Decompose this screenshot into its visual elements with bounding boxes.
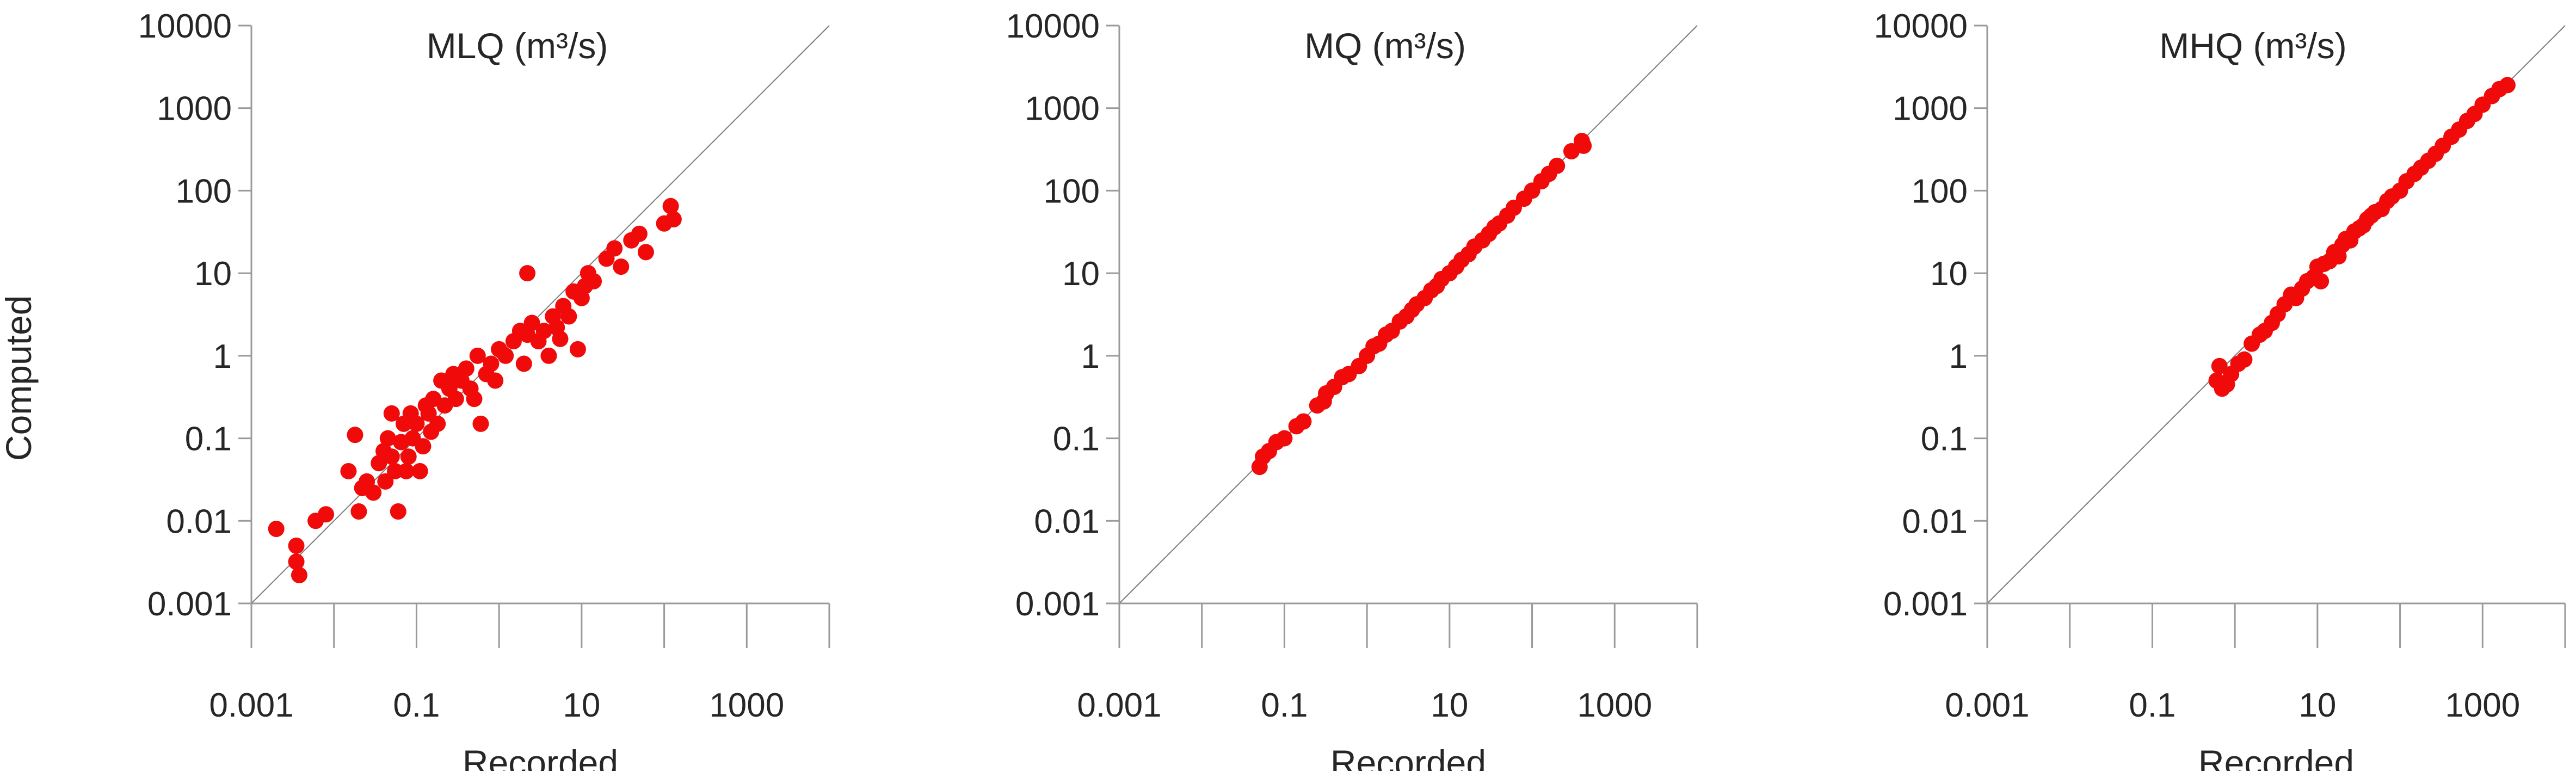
data-point	[487, 372, 504, 389]
y-tick-label-0-01: 0.01	[1034, 503, 1100, 540]
data-point	[483, 355, 500, 372]
data-point	[365, 484, 382, 501]
y-tick-label-0-01: 0.01	[1902, 503, 1968, 540]
x-tick-label-0-001: 0.001	[1077, 687, 1161, 724]
y-tick-label-0-001: 0.001	[1015, 585, 1100, 623]
data-point	[288, 537, 305, 554]
data-point	[2499, 77, 2516, 94]
x-tick-label-1000: 1000	[1577, 687, 1652, 724]
y-tick-label-1000: 1000	[157, 90, 232, 128]
data-point	[631, 225, 648, 242]
x-axis-title: Recorded	[1330, 743, 1486, 771]
data-point	[2236, 351, 2253, 368]
data-point	[1276, 430, 1293, 447]
data-point	[347, 427, 363, 443]
x-axis-title: Recorded	[2198, 743, 2354, 771]
data-point	[268, 520, 285, 537]
y-tick-label-100: 100	[1044, 172, 1100, 210]
data-point	[383, 448, 400, 465]
data-point	[291, 567, 307, 584]
x-tick-label-1000: 1000	[2445, 687, 2520, 724]
data-point	[398, 462, 415, 479]
data-point	[560, 308, 577, 325]
y-tick-label-0-01: 0.01	[166, 503, 232, 540]
data-point	[1295, 413, 1312, 430]
y-tick-label-100: 100	[176, 172, 232, 210]
y-tick-label-0-1: 0.1	[185, 421, 232, 458]
x-tick-label-0-001: 0.001	[1945, 687, 2029, 724]
chart-title: MHQ (m³/s)	[2159, 26, 2347, 66]
data-point	[2211, 357, 2228, 374]
y-tick-label-0-001: 0.001	[147, 585, 232, 623]
data-point	[340, 462, 357, 479]
data-point	[318, 506, 335, 523]
x-tick-label-10: 10	[2298, 687, 2336, 724]
data-point	[390, 503, 406, 520]
data-point	[350, 503, 367, 520]
data-point	[637, 244, 654, 261]
y-tick-label-10: 10	[194, 255, 232, 293]
data-point	[400, 448, 417, 465]
data-point	[383, 405, 400, 422]
data-point	[497, 347, 514, 364]
data-point	[586, 273, 602, 289]
data-point	[379, 430, 396, 447]
y-tick-label-0-001: 0.001	[1883, 585, 1968, 623]
x-tick-label-0-1: 0.1	[2129, 687, 2176, 724]
data-point	[540, 347, 557, 364]
y-tick-label-1: 1	[213, 338, 232, 375]
y-tick-label-10000: 10000	[138, 8, 232, 45]
x-tick-label-0-001: 0.001	[209, 687, 293, 724]
chart-panel-mhq: 0.001 0.01 0.1 1 10 100 1000 10000 0.001 0.1 10 100…	[1874, 8, 2566, 771]
chart-title: MQ (m³/s)	[1304, 26, 1466, 66]
data-point	[472, 415, 489, 432]
y-tick-label-0-1: 0.1	[1053, 421, 1100, 458]
data-point	[288, 553, 305, 570]
data-point	[662, 198, 679, 214]
data-point	[569, 341, 586, 357]
data-point	[665, 211, 682, 228]
data-point	[515, 355, 532, 372]
data-point	[552, 330, 569, 347]
data-point	[1549, 157, 1566, 174]
chart-title: MLQ (m³/s)	[427, 26, 608, 66]
chart-panel-mlq: 0.001 0.01 0.1 1 10 100 1000 10000 0.001 0.1 10 100…	[0, 8, 830, 771]
data-point	[2313, 273, 2330, 289]
data-point	[466, 391, 483, 408]
data-point	[447, 391, 464, 408]
y-tick-label-10: 10	[1062, 255, 1100, 293]
y-tick-label-0-1: 0.1	[1921, 421, 1968, 458]
y-tick-label-100: 100	[1912, 172, 1968, 210]
data-point	[415, 438, 432, 455]
y-axis-title: Computed	[0, 295, 39, 461]
data-point	[613, 258, 630, 275]
x-tick-label-0-1: 0.1	[393, 687, 440, 724]
x-tick-label-10: 10	[563, 687, 600, 724]
data-point	[411, 462, 428, 479]
data-point	[1575, 137, 1592, 154]
data-point	[519, 265, 536, 282]
data-point	[606, 240, 623, 257]
y-tick-label-10: 10	[1930, 255, 1968, 293]
y-tick-label-10000: 10000	[1006, 8, 1100, 45]
x-tick-label-0-1: 0.1	[1261, 687, 1308, 724]
data-point	[523, 314, 540, 331]
x-tick-label-1000: 1000	[709, 687, 784, 724]
y-tick-label-10000: 10000	[1874, 8, 1968, 45]
reference-line-1-to-1	[251, 25, 830, 604]
data-point	[429, 415, 446, 432]
chart-panel-mq: 0.001 0.01 0.1 1 10 100 1000 10000 0.001 0.1 10 100…	[1006, 8, 1698, 771]
data-point	[408, 415, 425, 432]
data-point	[469, 347, 486, 364]
y-tick-label-1000: 1000	[1025, 90, 1100, 128]
x-tick-label-10: 10	[1431, 687, 1468, 724]
data-point	[377, 473, 394, 490]
y-tick-label-1: 1	[1081, 338, 1100, 375]
y-tick-label-1000: 1000	[1893, 90, 1968, 128]
data-point	[535, 323, 552, 340]
data-point	[458, 360, 474, 377]
x-axis-title: Recorded	[463, 743, 618, 771]
y-tick-label-1: 1	[1949, 338, 1968, 375]
